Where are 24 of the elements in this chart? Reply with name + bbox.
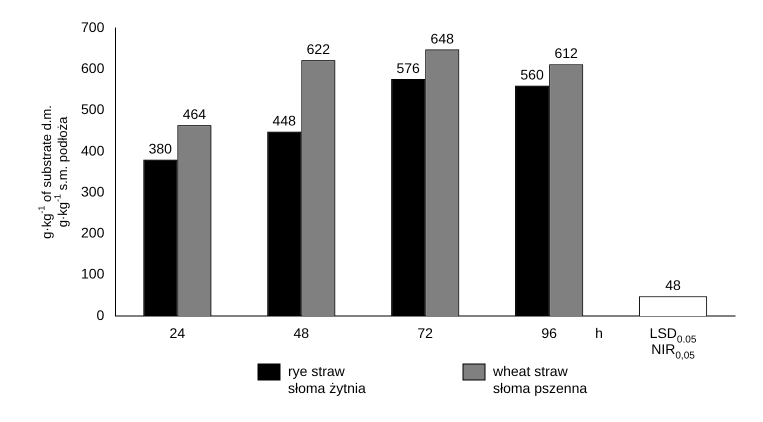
data-label: 464 <box>182 106 206 122</box>
y-tick-label: 500 <box>81 101 105 118</box>
data-label: 448 <box>272 112 296 129</box>
x-tick-label: 24 <box>170 324 186 341</box>
legend-label: rye straw słoma żytnia <box>288 362 366 396</box>
data-label: 560 <box>520 66 544 82</box>
y-tick-label: 100 <box>81 266 105 282</box>
y-tick-label: 200 <box>81 224 105 241</box>
data-label: 648 <box>430 30 454 46</box>
data-label: 612 <box>554 45 578 62</box>
data-label: 48 <box>665 277 682 294</box>
x-tick-label: 72 <box>417 324 434 341</box>
y-tick-label: 600 <box>81 60 105 76</box>
y-tick-label: 400 <box>81 142 105 158</box>
x-axis-title: h <box>595 324 603 341</box>
data-label: 622 <box>306 40 330 57</box>
y-tick-label: 700 <box>81 18 105 35</box>
x-tick-label: 48 <box>293 324 310 341</box>
data-label: 576 <box>396 60 420 76</box>
y-tick-label: 300 <box>81 183 105 200</box>
y-tick-label: 0 <box>96 306 105 323</box>
legend-label: wheat straw słoma pszenna <box>492 362 588 396</box>
x-tick-label: 96 <box>541 324 558 341</box>
data-label: 380 <box>148 140 172 157</box>
